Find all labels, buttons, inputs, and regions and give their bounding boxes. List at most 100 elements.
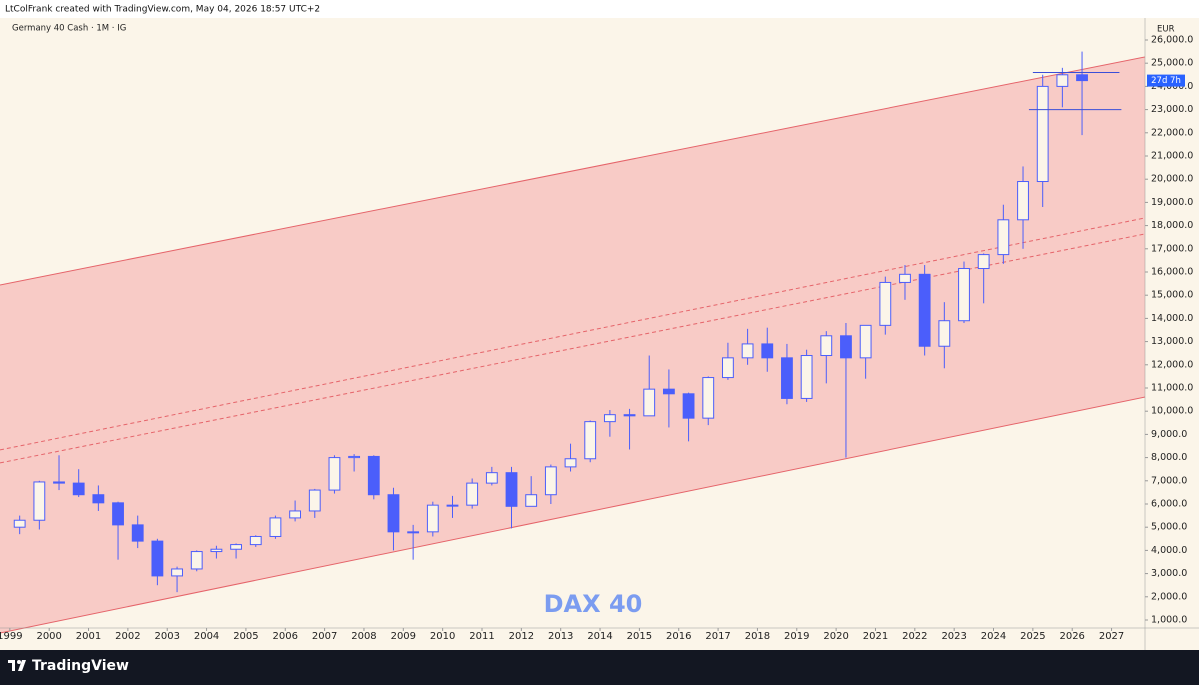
x-tick-label: 2015	[627, 631, 652, 642]
candle-body	[1036, 85, 1049, 183]
x-tick-label: 2002	[115, 631, 140, 642]
channel-fill	[0, 56, 1145, 633]
candle-body	[1017, 181, 1029, 221]
x-tick-label: 2011	[469, 631, 494, 642]
channel-line	[0, 217, 1146, 451]
candle-body	[722, 357, 734, 379]
x-tick-label: 2009	[391, 631, 416, 642]
x-tick-label: 2025	[1020, 631, 1045, 642]
candle-body	[249, 535, 262, 546]
x-tick-label: 2012	[509, 631, 534, 642]
candle-body	[544, 466, 557, 496]
candle-body	[387, 494, 400, 533]
x-tick-label: 2016	[666, 631, 691, 642]
candle-body	[505, 472, 518, 507]
y-tick-label: 25,000.0	[1151, 58, 1193, 69]
y-tick-label: 3,000.0	[1151, 568, 1187, 579]
logo-shape	[12, 660, 15, 671]
logo-shape	[17, 660, 21, 664]
x-tick-label: 2022	[902, 631, 927, 642]
candle-body	[938, 320, 951, 347]
y-tick-label: 6,000.0	[1151, 498, 1187, 509]
y-tick-label: 18,000.0	[1151, 220, 1193, 231]
y-tick-label: 19,000.0	[1151, 197, 1193, 208]
candle-body	[407, 531, 420, 534]
candle-body	[13, 519, 26, 528]
candle-body	[269, 517, 282, 537]
y-tick-label: 13,000.0	[1151, 336, 1193, 347]
candle-body	[603, 414, 616, 423]
candle-body	[53, 481, 65, 484]
candle-body	[623, 414, 636, 417]
x-tick-label: 2006	[273, 631, 298, 642]
candle-body	[426, 504, 439, 533]
candle-body	[446, 504, 459, 507]
candle-body	[1056, 74, 1069, 87]
y-tick-label: 16,000.0	[1151, 266, 1193, 277]
x-tick-label: 2003	[154, 631, 179, 642]
price-tag	[1147, 74, 1185, 87]
y-tick-label: 7,000.0	[1151, 475, 1187, 486]
x-tick-label: 2000	[36, 631, 61, 642]
candle-body	[643, 388, 656, 417]
candle-body	[92, 494, 105, 504]
y-tick-label: 9,000.0	[1151, 429, 1187, 440]
x-tick-label: 2001	[76, 631, 101, 642]
candle-body	[72, 482, 85, 496]
x-tick-label: 2004	[194, 631, 219, 642]
candle-body	[131, 524, 144, 542]
candle-body	[584, 421, 597, 460]
y-tick-label: 22,000.0	[1151, 127, 1193, 138]
candle-body	[210, 548, 223, 553]
header-bar	[0, 0, 1199, 18]
channel-line	[0, 233, 1146, 464]
candle-body	[977, 254, 990, 270]
candle-body	[859, 324, 872, 359]
x-tick-label: 2021	[863, 631, 888, 642]
header-text: LtColFrank created with TradingView.com,…	[5, 5, 320, 15]
y-tick-label: 5,000.0	[1151, 522, 1187, 533]
candle-body	[466, 482, 479, 506]
logo-shape	[18, 660, 26, 671]
candle-body	[190, 551, 203, 570]
x-tick-label: 2017	[705, 631, 730, 642]
x-tick-label: 2026	[1059, 631, 1084, 642]
x-tick-label: 2024	[981, 631, 1006, 642]
candle-body	[899, 273, 911, 283]
channel-line	[0, 396, 1146, 634]
x-tick-label: 2018	[745, 631, 770, 642]
y-tick-label: 12,000.0	[1151, 359, 1193, 370]
candle-body	[289, 510, 302, 519]
y-tick-label: 26,000.0	[1151, 34, 1193, 45]
y-tick-label: 17,000.0	[1151, 243, 1193, 254]
y-tick-label: 1,000.0	[1151, 614, 1187, 625]
candle-body	[741, 343, 754, 359]
x-tick-label: 1999	[0, 631, 23, 642]
plot-area	[0, 51, 1146, 634]
candle-body	[171, 568, 183, 577]
candle-body	[761, 343, 774, 359]
candle-body	[997, 219, 1010, 256]
footer-bar	[0, 650, 1199, 685]
y-tick-label: 11,000.0	[1151, 382, 1193, 393]
x-tick-label: 2007	[312, 631, 337, 642]
channel-line	[0, 56, 1146, 286]
brand-logo	[8, 660, 26, 671]
candle-body	[564, 458, 577, 468]
x-tick-label: 2008	[351, 631, 376, 642]
x-tick-label: 2023	[941, 631, 966, 642]
candle-body	[702, 377, 715, 419]
candle-body	[781, 357, 793, 399]
candle-body	[879, 281, 892, 326]
x-tick-label: 2013	[548, 631, 573, 642]
candle-body	[112, 502, 124, 526]
candle-body	[151, 540, 164, 577]
annotation: DAX 40	[544, 590, 643, 618]
candle-body	[348, 455, 361, 459]
candle-body	[918, 273, 931, 347]
candle-body	[328, 457, 341, 491]
candle-body	[820, 335, 833, 357]
countdown-label: 27d 7h	[1151, 76, 1181, 86]
